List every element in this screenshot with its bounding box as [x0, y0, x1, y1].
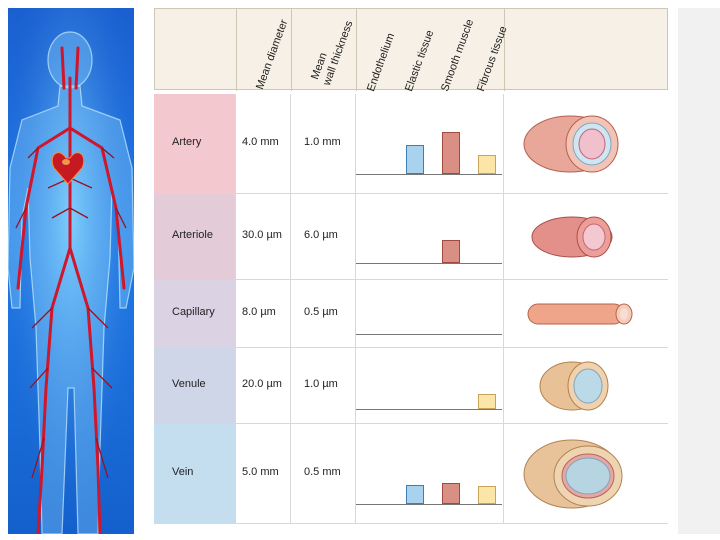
mean-wall-thickness-value: 0.5 mm	[304, 466, 341, 478]
human-body-figure	[8, 8, 134, 534]
fibrous-bar	[478, 486, 496, 504]
header-divider	[291, 9, 292, 91]
column-divider	[355, 94, 356, 194]
column-divider	[290, 194, 291, 280]
row-divider	[154, 523, 668, 524]
header-divider	[504, 9, 505, 91]
circulatory-system-illustration	[8, 8, 134, 534]
vessel-cross-section-illustration	[506, 280, 666, 353]
vessel-name: Venule	[172, 378, 206, 390]
tissue-bar-baseline	[356, 409, 502, 410]
vessel-row-artery: Artery 4.0 mm 1.0 mm	[154, 94, 668, 194]
vessel-row-arteriole: Arteriole 30.0 µm 6.0 µm	[154, 194, 668, 280]
mean-diameter-value: 8.0 µm	[242, 306, 276, 318]
fibrous-bar	[478, 394, 496, 409]
muscle-bar	[442, 483, 460, 504]
mean-wall-thickness-value: 1.0 mm	[304, 136, 341, 148]
column-divider	[290, 280, 291, 348]
fibrous-bar	[478, 155, 496, 174]
mean-diameter-value: 30.0 µm	[242, 229, 282, 241]
vessel-name-cell: Artery	[154, 94, 236, 194]
endothelium-bar	[370, 328, 388, 334]
column-divider	[355, 348, 356, 424]
tissue-bar-baseline	[356, 174, 502, 175]
vessel-name-cell: Arteriole	[154, 194, 236, 280]
header-elastic-tissue: Elastic tissue	[403, 28, 437, 94]
vessel-cross-section-illustration	[506, 94, 666, 199]
column-divider	[503, 348, 504, 424]
elastic-bar	[406, 145, 424, 174]
heart-icon	[51, 152, 85, 185]
header-mean-diameter: Mean diameter	[254, 18, 291, 92]
endothelium-bar	[370, 403, 388, 409]
vessel-name: Vein	[172, 466, 194, 478]
mean-wall-thickness-value: 0.5 µm	[304, 306, 338, 318]
vessel-cross-section-illustration	[506, 348, 666, 429]
column-divider	[290, 94, 291, 194]
mean-diameter-value: 5.0 mm	[242, 466, 279, 478]
elastic-bar	[406, 485, 424, 504]
column-divider	[355, 280, 356, 348]
vessel-name-cell: Capillary	[154, 280, 236, 348]
muscle-bar	[442, 132, 460, 174]
row-divider	[154, 279, 668, 280]
row-divider	[154, 423, 668, 424]
column-divider	[503, 194, 504, 280]
tissue-bar-baseline	[356, 504, 502, 505]
header-endothelium: Endothelium	[365, 31, 398, 94]
vessel-name-cell: Vein	[154, 424, 236, 524]
blood-vessel-comparison-table: Mean diameter Mean wall thickness Endoth…	[154, 8, 668, 524]
header-divider	[356, 9, 357, 91]
header-divider	[236, 9, 237, 91]
tissue-bar-baseline	[356, 263, 502, 264]
column-divider	[290, 348, 291, 424]
row-divider	[154, 193, 668, 194]
endothelium-bar	[370, 257, 388, 263]
column-divider	[503, 280, 504, 348]
endothelium-bar	[370, 498, 388, 504]
column-divider	[355, 194, 356, 280]
mean-wall-thickness-value: 6.0 µm	[304, 229, 338, 241]
vessel-row-vein: Vein 5.0 mm 0.5 mm	[154, 424, 668, 524]
column-divider	[503, 94, 504, 194]
tissue-bar-baseline	[356, 334, 502, 335]
column-divider	[503, 424, 504, 524]
vessel-cross-section-illustration	[506, 424, 666, 529]
vessel-row-venule: Venule 20.0 µm 1.0 µm	[154, 348, 668, 424]
vessel-cross-section-illustration	[506, 194, 666, 285]
vessel-name: Artery	[172, 136, 202, 148]
vessel-name: Capillary	[172, 306, 215, 318]
right-margin-strip	[678, 8, 720, 534]
endothelium-bar	[370, 168, 388, 174]
mean-wall-thickness-value: 1.0 µm	[304, 378, 338, 390]
vessel-name: Arteriole	[172, 229, 213, 241]
header-smooth-muscle: Smooth muscle	[439, 17, 477, 94]
mean-diameter-value: 4.0 mm	[242, 136, 279, 148]
vessel-row-capillary: Capillary 8.0 µm 0.5 µm	[154, 280, 668, 348]
muscle-bar	[442, 240, 460, 263]
column-divider	[355, 424, 356, 524]
row-divider	[154, 347, 668, 348]
mean-diameter-value: 20.0 µm	[242, 378, 282, 390]
column-divider	[290, 424, 291, 524]
table-header: Mean diameter Mean wall thickness Endoth…	[154, 8, 668, 94]
vessel-name-cell: Venule	[154, 348, 236, 424]
